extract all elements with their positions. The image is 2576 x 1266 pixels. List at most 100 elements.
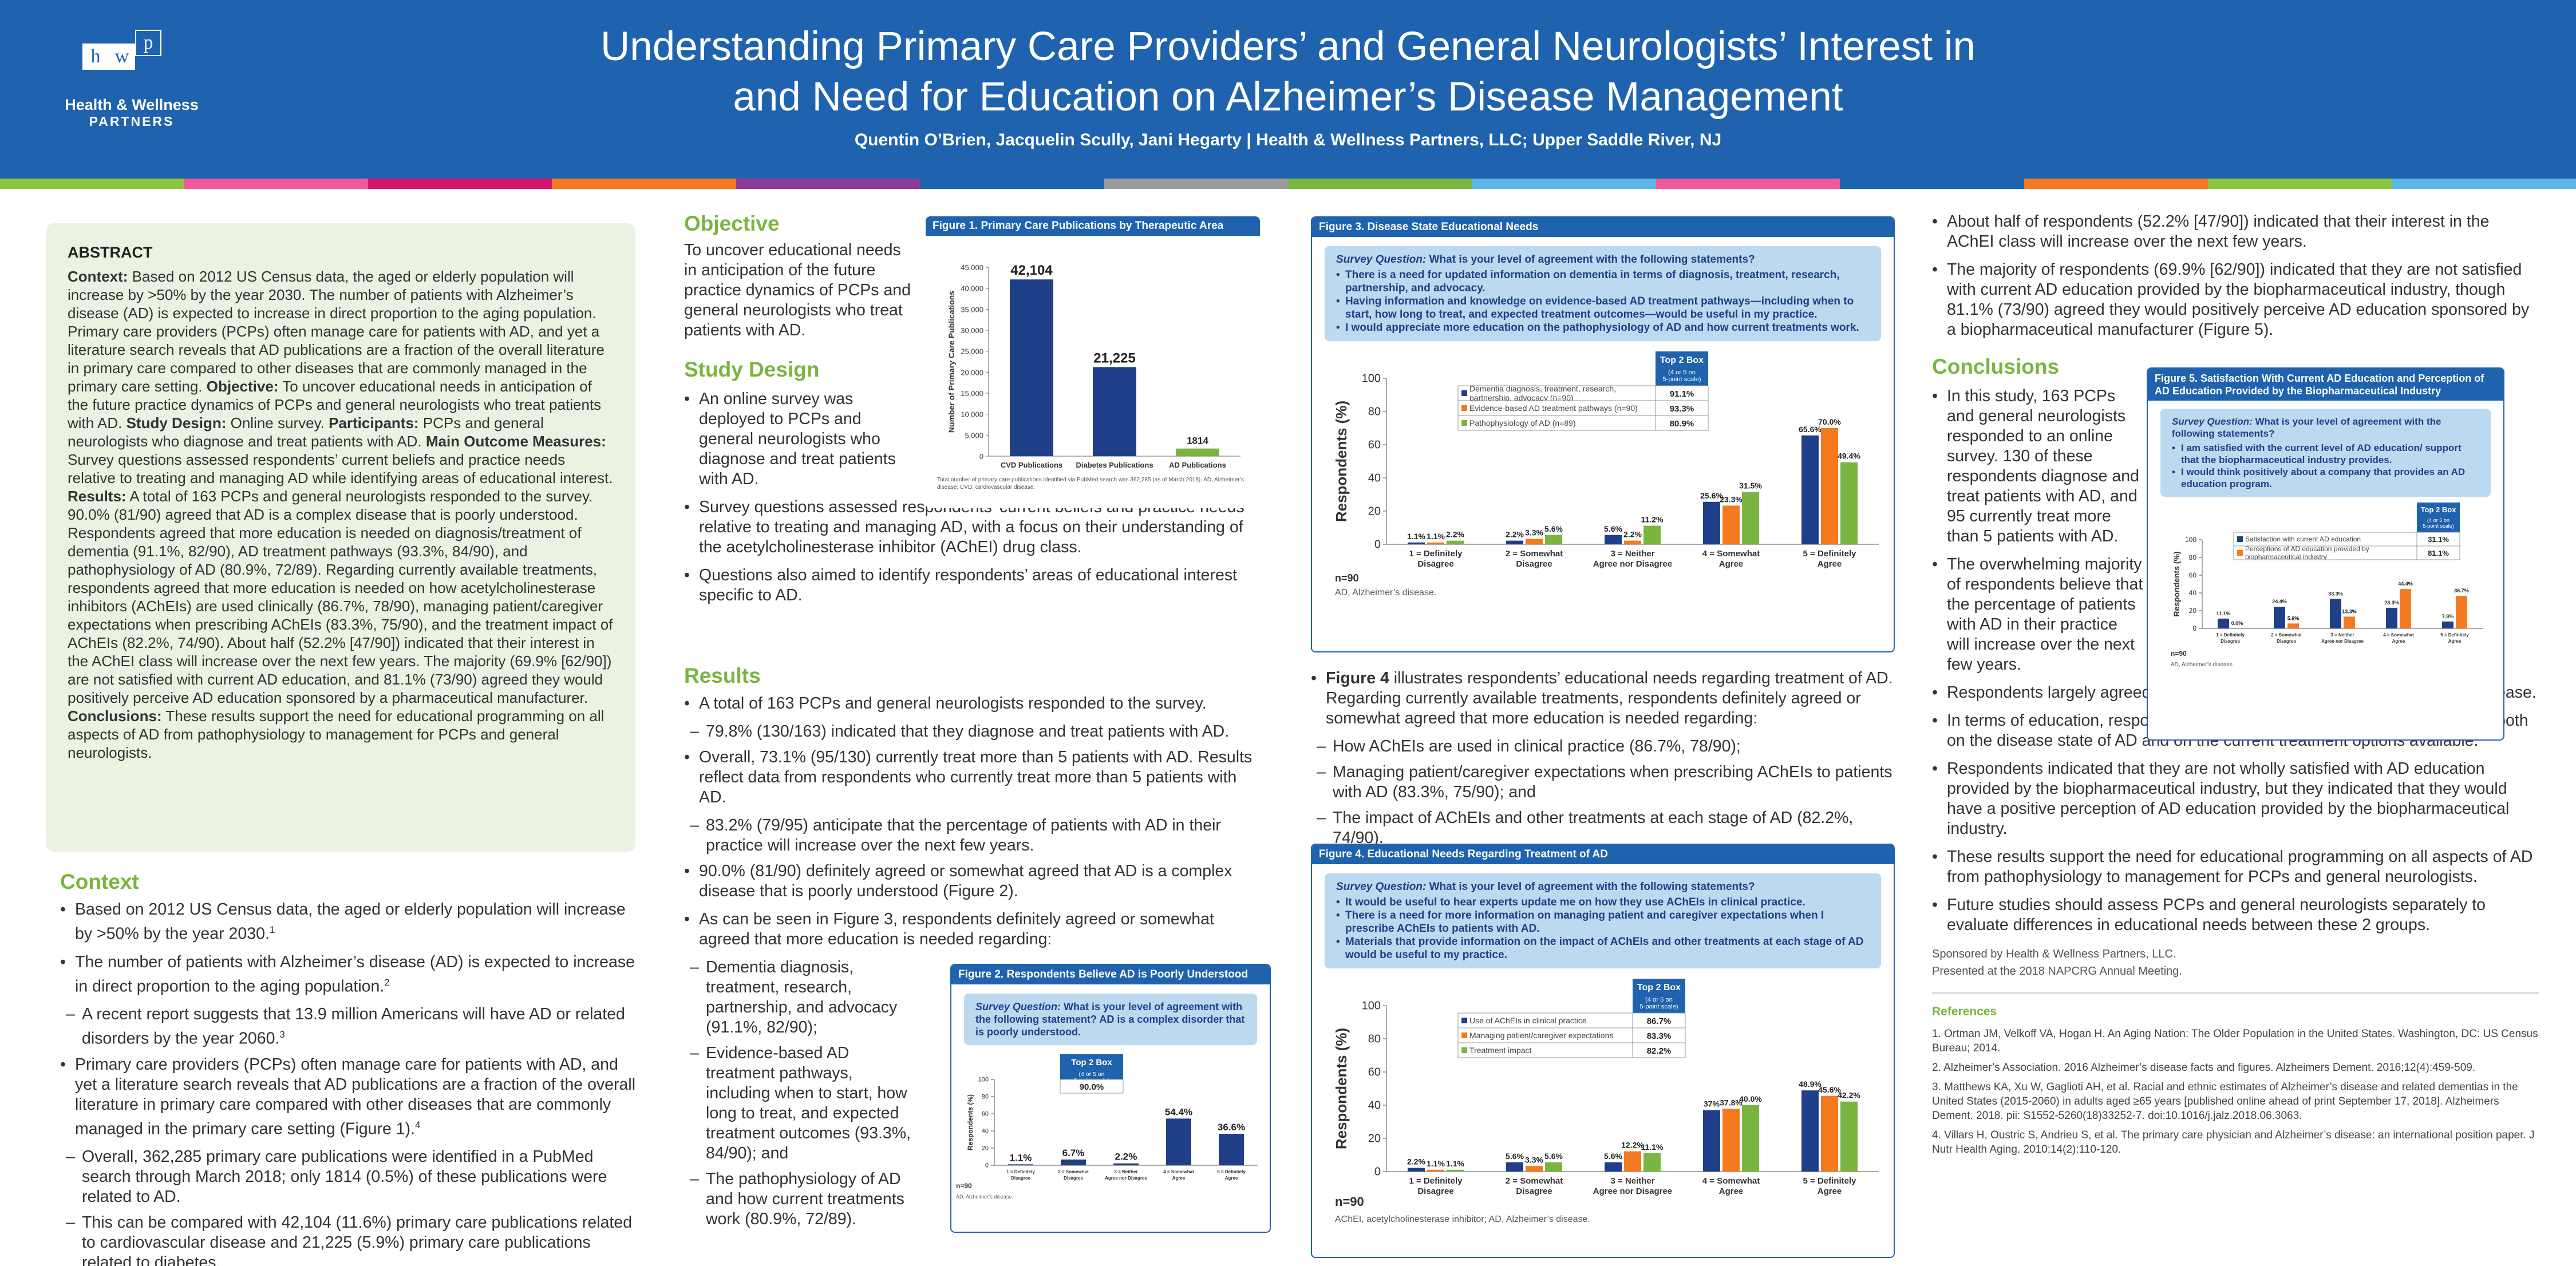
legend-label: Managing patient/caregiver expectations xyxy=(1469,1031,1614,1040)
bar-value-label: 13.3% xyxy=(2342,608,2357,614)
x-category-label: 5 = Definitely Agree xyxy=(1803,1176,1857,1196)
legend-value: 86.7% xyxy=(1647,1016,1672,1026)
results-item: As can be seen in Figure 3, respondents … xyxy=(684,909,1262,950)
top2-box-header xyxy=(1060,1054,1123,1079)
x-category-label: 3 = Neither Agree nor Disagree xyxy=(1105,1169,1147,1181)
conclusion-item: Respondents indicated that they are not … xyxy=(1932,759,2539,839)
question-bullet: There is a need for more information on … xyxy=(1336,909,1870,935)
x-category-label: 1 = Definitely Disagree xyxy=(1409,1176,1463,1196)
bar xyxy=(1061,1159,1086,1165)
context-text: Overall, 362,285 primary care publicatio… xyxy=(82,1148,607,1206)
bar xyxy=(1722,1109,1740,1172)
abstract-run: Online survey. xyxy=(226,414,329,432)
study-design-heading: Study Design xyxy=(684,358,820,381)
figure-footnote: AD, Alzheimer’s disease. xyxy=(1335,588,1436,598)
legend-row xyxy=(1457,400,1709,416)
bar xyxy=(1643,525,1661,544)
x-category-label: 1 = Definitely Disagree xyxy=(2216,632,2245,644)
bar-value-label: 37% xyxy=(1704,1099,1720,1109)
conclusion-item: In this study, 163 PCPs and general neur… xyxy=(1932,386,2144,547)
y-tick-label: 20 xyxy=(1368,1133,1381,1145)
question-label: Survey Question: xyxy=(975,1001,1061,1012)
bar xyxy=(2386,607,2397,628)
y-axis-label: Respondents (%) xyxy=(1333,401,1350,522)
results-item: 79.8% (130/163) indicated that they diag… xyxy=(684,722,1262,742)
bar xyxy=(1526,1166,1543,1172)
bar xyxy=(2442,621,2453,628)
bar-value-label: 1.1% xyxy=(1407,532,1425,541)
abstract-run: A total of 163 PCPs and general neurolog… xyxy=(68,488,613,706)
legend-value: 93.3% xyxy=(1670,404,1694,414)
question-bullet: I would appreciate more education on the… xyxy=(1336,321,1870,334)
context-text: Based on 2012 US Census data, the aged o… xyxy=(75,900,626,943)
figure-2-title: Figure 2. Respondents Believe AD is Poor… xyxy=(951,965,1270,984)
y-tick-label: 100 xyxy=(1362,1000,1381,1012)
bar-value-label: 1.1% xyxy=(1427,532,1445,541)
bar-value-label: 1.1% xyxy=(1010,1152,1032,1163)
results-list: A total of 163 PCPs and general neurolog… xyxy=(684,694,1262,950)
results-item: Overall, 73.1% (95/130) currently treat … xyxy=(684,747,1262,808)
objective-section: Objective To uncover educational needs i… xyxy=(684,212,913,382)
y-tick-label: 80 xyxy=(982,1094,989,1101)
figure-1-title: Figure 1. Primary Care Publications by T… xyxy=(926,216,1260,236)
x-category-label: 2 = Somewhat Disagree xyxy=(1058,1169,1089,1181)
top2-label: Top 2 Box xyxy=(1637,983,1681,992)
question-label: Survey Question: xyxy=(2172,416,2253,427)
context-item: This can be compared with 42,104 (11.6%)… xyxy=(60,1213,644,1266)
figure-5-question: Survey Question: What is your level of a… xyxy=(2160,409,2491,497)
right-item: About half of respondents (52.2% [47/90]… xyxy=(1932,212,2539,252)
bar-value-label: 36.6% xyxy=(1218,1122,1245,1133)
context-item: The number of patients with Alzheimer’s … xyxy=(60,952,644,997)
bar-value-label: 70.0% xyxy=(1818,417,1841,426)
context-section: Context Based on 2012 US Census data, th… xyxy=(60,870,644,1266)
question-bullet: I would think positively about a company… xyxy=(2172,466,2479,490)
legend-swatch xyxy=(1461,1018,1467,1023)
context-item: Overall, 362,285 primary care publicatio… xyxy=(60,1147,644,1207)
bar-value-label: 6.7% xyxy=(1062,1148,1085,1158)
poster-title: Understanding Primary Care Providers’ an… xyxy=(504,22,2072,122)
y-tick-label: 60 xyxy=(2189,571,2197,579)
bar-value-label: 5.6% xyxy=(1506,1152,1524,1161)
objective-heading: Objective xyxy=(684,212,780,235)
bar xyxy=(1545,1162,1562,1172)
abstract-label: Context: xyxy=(68,268,128,285)
y-tick-label: 15,000 xyxy=(961,389,983,398)
legend-label: Dementia diagnosis, treatment, research,… xyxy=(1469,386,1617,401)
conclusion-item: The overwhelming majority of respondents… xyxy=(1932,555,2144,675)
x-category-label: 3 = Neither Agree nor Disagree xyxy=(2321,632,2364,644)
x-category-label: AD Publications xyxy=(1169,461,1226,469)
y-tick-label: 0 xyxy=(1374,539,1381,551)
bar xyxy=(1801,1090,1819,1172)
bar-value-label: 21,225 xyxy=(1093,350,1135,366)
question-text: What is your level of agreement with the… xyxy=(1426,254,1755,266)
x-category-label: 4 = Somewhat Agree xyxy=(1163,1169,1194,1181)
bar xyxy=(2344,616,2355,628)
y-tick-label: 100 xyxy=(1362,373,1381,385)
figure-1-chart: 45,000 40,000 35,000 30,000 25,000 20,000 15,0… xyxy=(937,263,1244,490)
presented-note: Presented at the 2018 NAPCRG Annual Meet… xyxy=(1932,965,2182,978)
question-bullet: It would be useful to hear experts updat… xyxy=(1336,896,1870,909)
hwp-logo: h w p Health & Wellness PARTNERS xyxy=(63,30,200,133)
y-tick-label: 5,000 xyxy=(965,431,983,440)
figure-footnote: AD, Alzheimer’s disease xyxy=(2171,662,2233,668)
context-text: This can be compared with 42,104 (11.6%)… xyxy=(82,1213,633,1266)
question-bullet: There is a need for updated information … xyxy=(1336,268,1870,295)
logo-sub: PARTNERS xyxy=(89,114,175,129)
x-category-label: 5 = Definitely Agree xyxy=(1217,1169,1246,1181)
bar-value-label: 37.8% xyxy=(1720,1098,1743,1107)
y-tick-label: 0 xyxy=(1374,1166,1381,1178)
citation: 1 xyxy=(269,924,275,935)
y-tick-label: 80 xyxy=(2189,553,2197,561)
bar-value-label: 45.6% xyxy=(1818,1085,1841,1094)
bar xyxy=(1447,1169,1464,1172)
figure-1-footnote-wrap: Total number of primary care publication… xyxy=(937,477,1244,490)
top2-box-header xyxy=(1633,979,1685,1013)
bar xyxy=(1113,1163,1139,1165)
abstract-label: Main Outcome Measures: xyxy=(425,433,606,450)
bar xyxy=(1624,1151,1641,1172)
bar xyxy=(1703,501,1720,544)
abstract-run: PCPs and general neurologists who diagno… xyxy=(68,414,544,450)
